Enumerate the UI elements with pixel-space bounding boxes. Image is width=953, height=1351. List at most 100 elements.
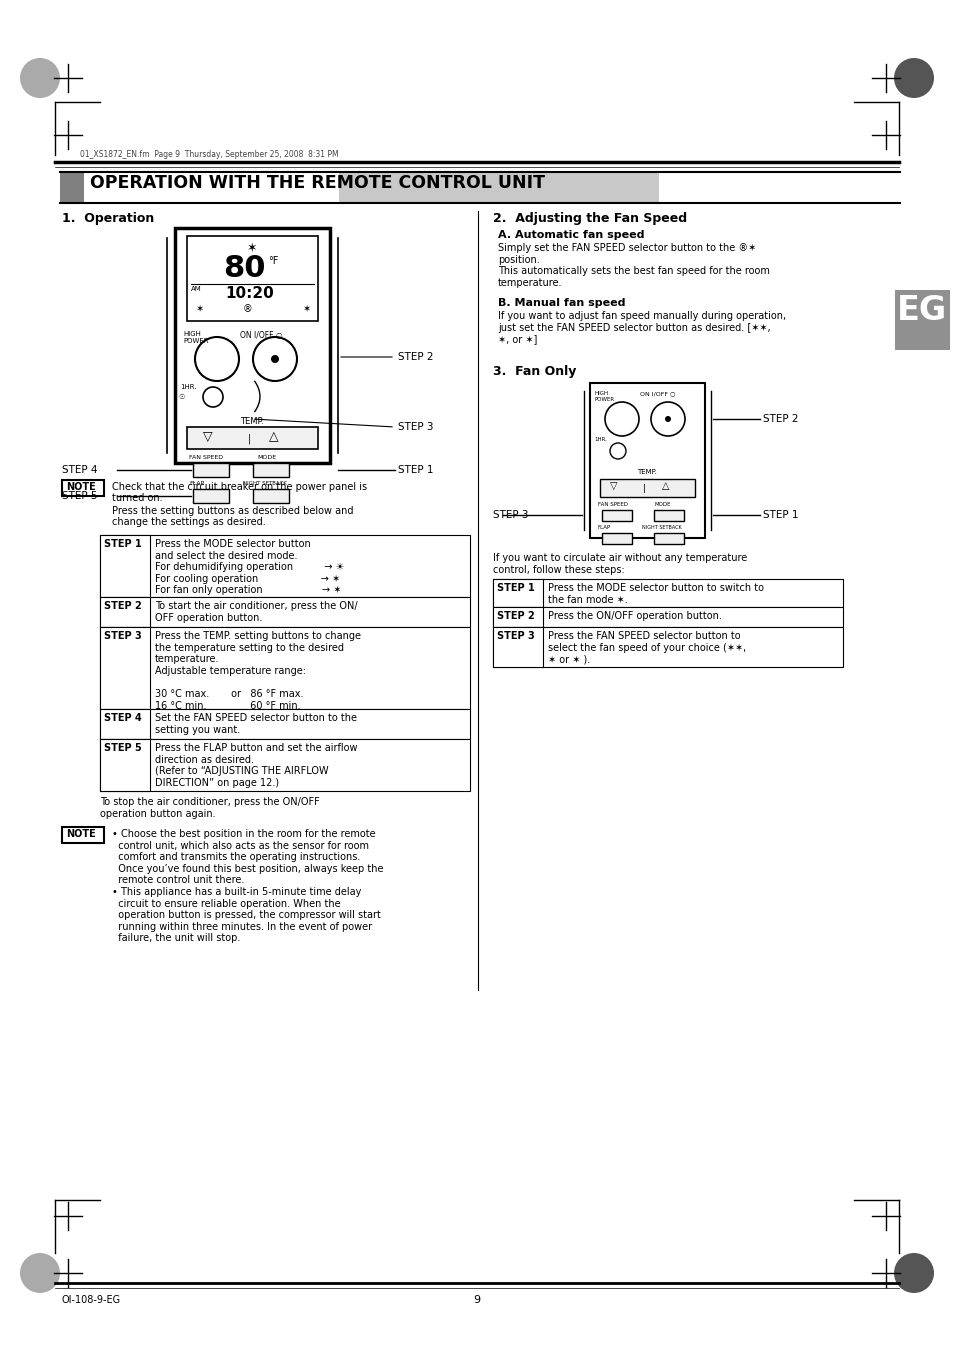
Text: Simply set the FAN SPEED selector button to the ®✶
position.
This automatically : Simply set the FAN SPEED selector button…: [497, 243, 769, 288]
Text: TEMP.: TEMP.: [637, 469, 657, 476]
Bar: [253, 489, 289, 503]
Bar: [193, 489, 229, 503]
Text: HIGH
POWER: HIGH POWER: [595, 390, 615, 401]
Text: B. Manual fan speed: B. Manual fan speed: [497, 299, 625, 308]
Text: Press the MODE selector button to switch to
the fan mode ✶.: Press the MODE selector button to switch…: [547, 584, 763, 605]
Bar: [60, 172, 84, 203]
Text: ✶: ✶: [302, 304, 310, 313]
Text: STEP 1: STEP 1: [104, 539, 142, 549]
Circle shape: [650, 403, 684, 436]
Bar: [100, 709, 150, 739]
Text: △: △: [269, 430, 278, 443]
Text: ✶: ✶: [194, 304, 203, 313]
Text: Press the ON/OFF operation button.: Press the ON/OFF operation button.: [547, 611, 721, 621]
Text: STEP 2: STEP 2: [497, 611, 535, 621]
Bar: [62, 480, 104, 496]
Text: ☉: ☉: [178, 394, 184, 400]
Bar: [187, 427, 317, 449]
Bar: [100, 597, 470, 627]
Text: FAN SPEED: FAN SPEED: [189, 455, 223, 459]
Text: Set the FAN SPEED selector button to the
setting you want.: Set the FAN SPEED selector button to the…: [154, 713, 356, 735]
Bar: [100, 739, 150, 790]
Bar: [100, 709, 470, 739]
Circle shape: [664, 416, 670, 422]
Text: change the settings as desired.: change the settings as desired.: [112, 517, 266, 527]
Text: STEP 4: STEP 4: [62, 465, 97, 476]
Bar: [100, 535, 150, 597]
Bar: [493, 627, 542, 667]
Text: 9: 9: [473, 1296, 480, 1305]
Bar: [174, 228, 330, 463]
Bar: [84, 172, 643, 203]
Text: STEP 5: STEP 5: [62, 490, 97, 501]
Text: 80: 80: [222, 254, 265, 282]
Circle shape: [271, 355, 278, 363]
Bar: [493, 607, 542, 627]
Text: |: |: [642, 484, 645, 493]
Text: Press the TEMP. setting buttons to change
the temperature setting to the desired: Press the TEMP. setting buttons to chang…: [154, 631, 360, 711]
Bar: [599, 480, 695, 497]
Circle shape: [893, 58, 933, 99]
Circle shape: [609, 443, 625, 459]
Text: FLAP: FLAP: [189, 481, 204, 486]
Text: STEP 5: STEP 5: [104, 743, 142, 753]
Text: ON I/OFF ○: ON I/OFF ○: [639, 390, 675, 396]
Bar: [493, 580, 842, 607]
Text: STEP 3: STEP 3: [493, 509, 528, 520]
Bar: [589, 382, 704, 538]
Text: FLAP: FLAP: [598, 526, 611, 530]
Text: AM: AM: [191, 286, 201, 292]
Text: OPERATION WITH THE REMOTE CONTROL UNIT: OPERATION WITH THE REMOTE CONTROL UNIT: [90, 174, 544, 192]
Text: 1HR.: 1HR.: [180, 384, 196, 390]
Text: Press the setting buttons as described below and: Press the setting buttons as described b…: [112, 507, 354, 516]
Circle shape: [893, 1252, 933, 1293]
Text: To start the air conditioner, press the ON/
OFF operation button.: To start the air conditioner, press the …: [154, 601, 357, 623]
Circle shape: [20, 1252, 60, 1293]
Text: STEP 1: STEP 1: [762, 509, 798, 520]
Circle shape: [253, 336, 296, 381]
Text: NOTE: NOTE: [66, 830, 95, 839]
Text: 1.  Operation: 1. Operation: [62, 212, 154, 226]
Bar: [601, 509, 631, 521]
Text: 01_XS1872_EN.fm  Page 9  Thursday, September 25, 2008  8:31 PM: 01_XS1872_EN.fm Page 9 Thursday, Septemb…: [80, 150, 338, 159]
Text: NIGHT SETBACK: NIGHT SETBACK: [641, 526, 681, 530]
Text: To stop the air conditioner, press the ON/OFF
operation button again.: To stop the air conditioner, press the O…: [100, 797, 319, 819]
Text: STEP 1: STEP 1: [397, 465, 433, 476]
Circle shape: [194, 336, 239, 381]
Bar: [654, 509, 683, 521]
Circle shape: [604, 403, 639, 436]
Text: HIGH
POWER: HIGH POWER: [183, 331, 209, 345]
Text: STEP 2: STEP 2: [762, 413, 798, 424]
Text: STEP 3: STEP 3: [497, 631, 535, 640]
Bar: [493, 580, 542, 607]
Text: FAN SPEED: FAN SPEED: [598, 503, 627, 507]
Text: Press the FLAP button and set the airflow
direction as desired.
(Refer to “ADJUS: Press the FLAP button and set the airflo…: [154, 743, 357, 788]
Text: ON I/OFF ○: ON I/OFF ○: [240, 331, 282, 340]
Text: ▽: ▽: [203, 430, 213, 443]
Text: △: △: [661, 481, 669, 490]
Text: MODE: MODE: [256, 455, 275, 459]
Text: MODE: MODE: [655, 503, 671, 507]
Text: ✶: ✶: [247, 242, 257, 255]
Bar: [100, 627, 470, 709]
Bar: [601, 534, 631, 544]
Bar: [338, 172, 659, 203]
Text: STEP 2: STEP 2: [104, 601, 142, 611]
Text: 1HR.: 1HR.: [594, 436, 606, 442]
Circle shape: [203, 386, 223, 407]
Bar: [100, 535, 470, 597]
Text: |: |: [247, 434, 251, 443]
Text: NOTE: NOTE: [66, 482, 95, 492]
Text: NIGHT SETBACK: NIGHT SETBACK: [243, 481, 287, 486]
Text: OI-108-9-EG: OI-108-9-EG: [62, 1296, 121, 1305]
Circle shape: [20, 58, 60, 99]
Text: EG: EG: [896, 295, 946, 327]
Text: If you want to adjust fan speed manually during operation,
just set the FAN SPEE: If you want to adjust fan speed manually…: [497, 311, 785, 345]
Text: A. Automatic fan speed: A. Automatic fan speed: [497, 230, 644, 240]
Bar: [193, 463, 229, 477]
Bar: [100, 739, 470, 790]
Text: Press the MODE selector button
and select the desired mode.
For dehumidifying op: Press the MODE selector button and selec…: [154, 539, 344, 596]
Text: STEP 3: STEP 3: [104, 631, 142, 640]
Text: • Choose the best position in the room for the remote
  control unit, which also: • Choose the best position in the room f…: [112, 830, 383, 943]
Bar: [493, 607, 842, 627]
